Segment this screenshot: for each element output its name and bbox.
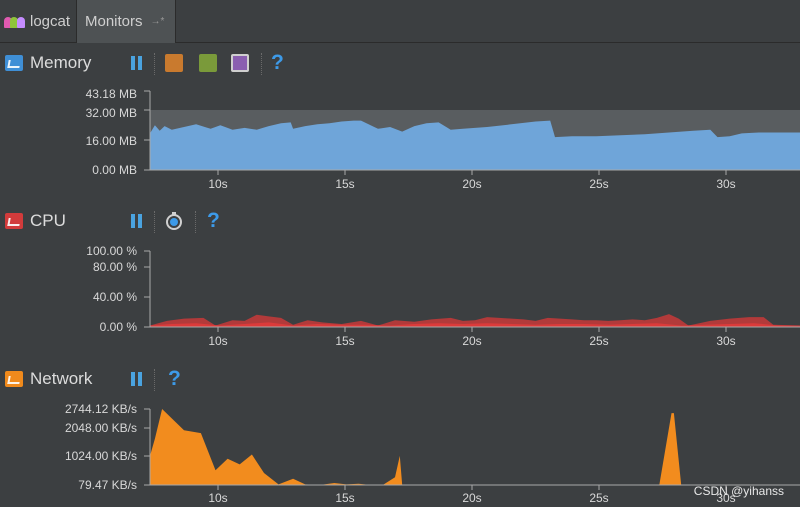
cpu-y-tick: 40.00 % <box>93 290 137 304</box>
cpu-header: CPU ? <box>0 204 800 238</box>
network-help-icon[interactable]: ? <box>168 367 181 390</box>
network-y-tick: 2048.00 KB/s <box>65 421 137 435</box>
memory-chart: 43.18 MB 32.00 MB 16.00 MB 0.00 MB 10s 1… <box>0 80 800 198</box>
memory-y-tick: 43.18 MB <box>86 87 137 101</box>
network-pause-button[interactable] <box>128 370 146 388</box>
memory-chart-icon <box>5 55 23 71</box>
toolbar-separator <box>195 211 196 233</box>
network-chart-icon <box>5 371 23 387</box>
tab-logcat[interactable]: logcat <box>0 0 76 43</box>
memory-x-tick: 25s <box>589 177 608 191</box>
memory-x-tick: 30s <box>716 177 735 191</box>
toolbar-separator <box>154 53 155 75</box>
memory-x-tick: 10s <box>208 177 227 191</box>
network-header: Network ? <box>0 362 800 396</box>
tab-monitors-label: Monitors <box>85 13 143 30</box>
memory-title: Memory <box>30 53 92 72</box>
tab-logcat-label: logcat <box>30 13 71 30</box>
cpu-y-tick: 100.00 % <box>86 244 137 258</box>
memory-x-tick: 20s <box>462 177 481 191</box>
network-x-tick: 10s <box>208 491 227 505</box>
memory-pause-button[interactable] <box>128 54 146 72</box>
memory-y-tick: 0.00 MB <box>92 163 137 177</box>
android-icon <box>4 15 26 29</box>
network-x-tick: 20s <box>462 491 481 505</box>
memory-y-tick: 32.00 MB <box>86 106 137 120</box>
network-y-tick: 2744.12 KB/s <box>65 402 137 416</box>
toolbar-separator <box>154 211 155 233</box>
watermark: CSDN @yihanss <box>693 484 784 498</box>
network-y-tick: 1024.00 KB/s <box>65 449 137 463</box>
network-chart: 2744.12 KB/s 2048.00 KB/s 1024.00 KB/s 7… <box>0 396 800 507</box>
memory-area <box>150 120 800 170</box>
start-allocation-tracking-icon[interactable] <box>231 54 249 72</box>
network-x-tick: 15s <box>335 491 354 505</box>
tab-bar: logcat Monitors →* <box>0 0 800 43</box>
cpu-x-tick: 15s <box>335 334 354 348</box>
network-y-tick: 79.47 KB/s <box>78 478 137 492</box>
pin-tab-icon[interactable]: →* <box>150 16 165 27</box>
cpu-x-tick: 30s <box>716 334 735 348</box>
toolbar-separator <box>261 53 262 75</box>
network-x-tick: 25s <box>589 491 608 505</box>
cpu-user-area <box>150 314 800 327</box>
cpu-y-tick: 0.00 % <box>100 320 138 334</box>
network-area <box>150 409 682 485</box>
cpu-help-icon[interactable]: ? <box>207 209 220 232</box>
network-x-tick: 30s <box>716 491 735 505</box>
dump-java-heap-icon[interactable] <box>199 54 217 72</box>
cpu-chart-icon <box>5 213 23 229</box>
network-title: Network <box>30 369 93 388</box>
cpu-kernel-area <box>150 322 800 327</box>
cpu-chart: 100.00 % 80.00 % 40.00 % 0.00 % 10s 15s … <box>0 238 800 356</box>
memory-y-tick: 16.00 MB <box>86 134 137 148</box>
start-method-tracing-icon[interactable] <box>165 212 183 230</box>
cpu-y-tick: 80.00 % <box>93 260 137 274</box>
cpu-x-tick: 25s <box>589 334 608 348</box>
toolbar-separator <box>154 369 155 391</box>
cpu-title: CPU <box>30 211 66 230</box>
memory-help-icon[interactable]: ? <box>271 51 284 74</box>
cpu-x-tick: 20s <box>462 334 481 348</box>
initiate-gc-icon[interactable] <box>165 54 183 72</box>
cpu-x-tick: 10s <box>208 334 227 348</box>
tab-monitors[interactable]: Monitors →* <box>76 0 176 43</box>
cpu-pause-button[interactable] <box>128 212 146 230</box>
memory-header: Memory ? <box>0 46 800 80</box>
memory-x-tick: 15s <box>335 177 354 191</box>
